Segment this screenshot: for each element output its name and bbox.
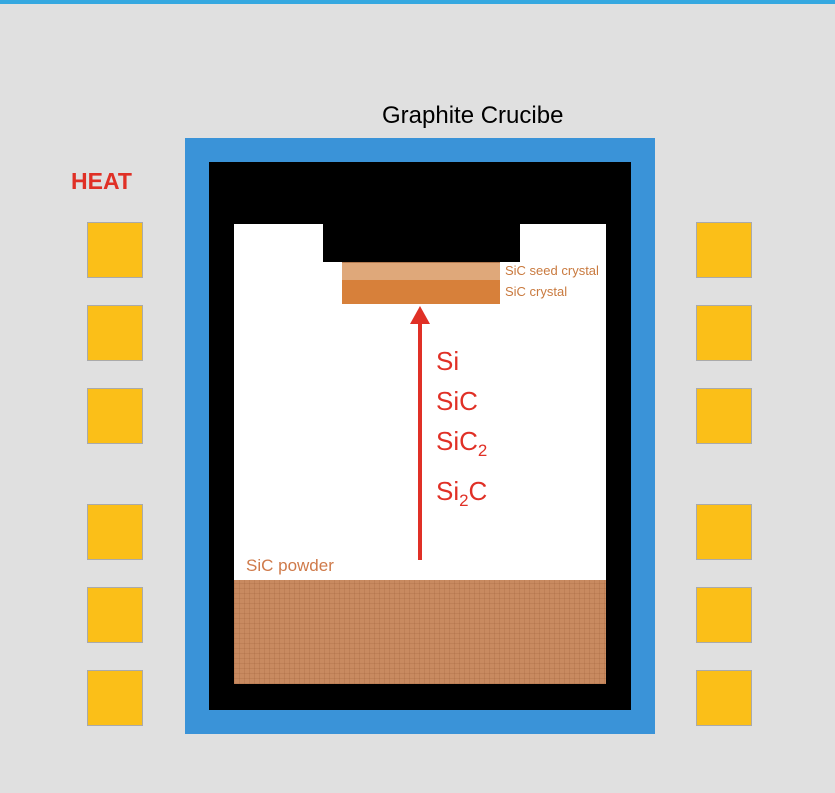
heater-right-1 bbox=[697, 223, 751, 277]
vapor-arrow-head-icon bbox=[410, 306, 430, 324]
sic-powder bbox=[234, 580, 606, 684]
heater-left-4 bbox=[88, 505, 142, 559]
heater-right-3 bbox=[697, 389, 751, 443]
top-plug bbox=[323, 162, 520, 262]
sic-seed-crystal bbox=[342, 262, 500, 280]
heater-left-1 bbox=[88, 223, 142, 277]
heater-right-6 bbox=[697, 671, 751, 725]
heater-left-5 bbox=[88, 588, 142, 642]
heater-right-5 bbox=[697, 588, 751, 642]
vapor-arrow-stem bbox=[418, 324, 422, 560]
sic-crystal bbox=[342, 280, 500, 304]
seed-label: SiC seed crystal bbox=[505, 263, 599, 278]
heat-label: HEAT bbox=[71, 168, 132, 195]
heater-left-6 bbox=[88, 671, 142, 725]
top-strip bbox=[0, 0, 835, 4]
heater-left-3 bbox=[88, 389, 142, 443]
heater-left-2 bbox=[88, 306, 142, 360]
crystal-label: SiC crystal bbox=[505, 284, 567, 299]
title-label: Graphite Crucibe bbox=[382, 102, 563, 130]
heater-right-4 bbox=[697, 505, 751, 559]
species-list: SiSiCSiC2Si2C bbox=[436, 341, 487, 521]
powder-label: SiC powder bbox=[246, 556, 334, 576]
heater-right-2 bbox=[697, 306, 751, 360]
